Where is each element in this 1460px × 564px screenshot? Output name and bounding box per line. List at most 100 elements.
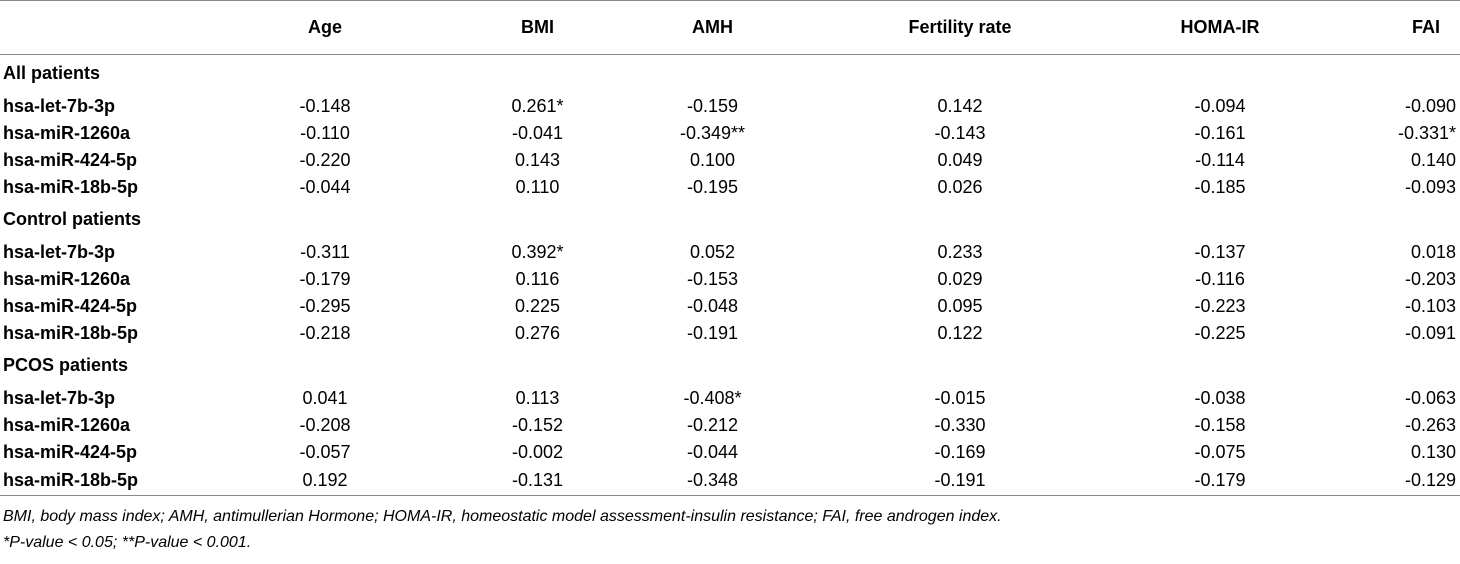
correlation-value: 0.225 bbox=[514, 295, 561, 316]
correlation-value: -0.090 bbox=[1404, 95, 1456, 116]
correlation-value: -0.041 bbox=[511, 122, 564, 143]
correlation-value: -0.159 bbox=[686, 95, 739, 116]
header-cell-age: Age bbox=[200, 0, 450, 55]
correlation-value: 0.143 bbox=[514, 149, 561, 170]
correlation-value: 0.122 bbox=[937, 322, 983, 343]
correlation-value: 0.192 bbox=[200, 465, 450, 496]
mirna-name: hsa-miR-424-5p bbox=[3, 149, 138, 170]
header-row: Age BMI AMH Fertility rate HOMA-IR FAI bbox=[0, 0, 1460, 55]
correlation-value: -0.129 bbox=[1320, 465, 1460, 496]
header-cell-bmi: BMI bbox=[450, 0, 625, 55]
abbreviation-note: BMI, body mass index; AMH, antimullerian… bbox=[3, 508, 1002, 525]
correlation-value: 0.041 bbox=[302, 387, 348, 408]
correlation-value: -0.161 bbox=[1194, 122, 1246, 143]
correlation-value: -0.044 bbox=[686, 441, 739, 462]
correlation-value: -0.015 bbox=[934, 387, 986, 408]
header-cell-fertility-rate: Fertility rate bbox=[800, 0, 1120, 55]
correlation-value: 0.116 bbox=[515, 268, 560, 289]
header-cell-amh: AMH bbox=[625, 0, 800, 55]
group-label: Control patients bbox=[3, 209, 141, 229]
mirna-name: hsa-miR-18b-5p bbox=[3, 322, 139, 343]
mirna-name: hsa-miR-424-5p bbox=[3, 441, 138, 462]
correlation-value: 0.130 bbox=[1410, 441, 1456, 462]
correlation-value: -0.153 bbox=[686, 268, 739, 289]
correlation-value: -0.114 bbox=[1195, 149, 1245, 170]
mirna-name: hsa-miR-424-5p bbox=[3, 295, 138, 316]
correlation-value: -0.093 bbox=[1404, 176, 1456, 197]
header-cell-fai: FAI bbox=[1320, 0, 1460, 55]
correlation-value: 0.261* bbox=[511, 95, 564, 116]
correlation-value: -0.048 bbox=[686, 295, 739, 316]
table-row: hsa-miR-424-5p -0.220 0.143 0.100 0.049 -0.11… bbox=[0, 147, 1460, 174]
table-row: hsa-miR-1260a -0.110 -0.041 -0.349** -0.143 -… bbox=[0, 120, 1460, 147]
group-header-row: PCOS patients bbox=[0, 347, 1460, 385]
correlation-value: -0.143 bbox=[934, 122, 986, 143]
correlation-value: -0.131 bbox=[450, 465, 625, 496]
correlation-value: -0.191 bbox=[800, 465, 1120, 496]
correlation-value: -0.075 bbox=[1194, 441, 1246, 462]
table-row: hsa-let-7b-3p -0.311 0.392* 0.052 0.233 -0.13… bbox=[0, 239, 1460, 266]
correlation-value: 0.140 bbox=[1410, 149, 1456, 170]
correlation-value: -0.094 bbox=[1194, 95, 1246, 116]
correlation-value: -0.263 bbox=[1404, 414, 1456, 435]
correlation-value: 0.052 bbox=[689, 241, 736, 262]
mirna-name: hsa-let-7b-3p bbox=[3, 241, 116, 262]
correlation-value: 0.276 bbox=[514, 322, 561, 343]
correlation-value: -0.179 bbox=[1120, 465, 1320, 496]
correlation-value: 0.026 bbox=[937, 176, 983, 197]
table-row: hsa-miR-18b-5p -0.044 0.110 -0.195 0.026 -0.1… bbox=[0, 174, 1460, 201]
group-label: PCOS patients bbox=[3, 355, 129, 375]
correlation-value: -0.218 bbox=[299, 322, 351, 343]
correlation-value: -0.110 bbox=[300, 122, 350, 143]
correlation-value: -0.191 bbox=[686, 322, 739, 343]
correlation-value: -0.116 bbox=[1195, 268, 1245, 289]
correlation-value: -0.220 bbox=[299, 149, 351, 170]
significance-note: *P-value < 0.05; **P-value < 0.001. bbox=[3, 534, 252, 551]
correlation-value: -0.295 bbox=[299, 295, 351, 316]
table-row: hsa-miR-18b-5p -0.218 0.276 -0.191 0.122 -0.2… bbox=[0, 320, 1460, 347]
correlation-value: -0.148 bbox=[299, 95, 351, 116]
correlation-value: -0.223 bbox=[1194, 295, 1246, 316]
correlation-value: -0.331* bbox=[1397, 122, 1456, 143]
group-label: All patients bbox=[3, 63, 101, 84]
table-footnotes: BMI, body mass index; AMH, antimullerian… bbox=[0, 504, 1460, 556]
correlation-value: 0.113 bbox=[515, 387, 560, 408]
correlation-value: -0.002 bbox=[511, 441, 564, 462]
table-row: hsa-let-7b-3p 0.041 0.113 -0.408* -0.015 -0.0… bbox=[0, 385, 1460, 412]
correlation-value: -0.203 bbox=[1404, 268, 1456, 289]
correlation-value: -0.038 bbox=[1194, 387, 1246, 408]
header-cell-row-label bbox=[0, 0, 200, 55]
correlation-value: -0.212 bbox=[686, 414, 739, 435]
correlation-value: 0.018 bbox=[1410, 241, 1456, 262]
mirna-name: hsa-miR-1260a bbox=[3, 122, 131, 143]
correlation-value: -0.311 bbox=[300, 241, 350, 262]
table-row: hsa-miR-18b-5p 0.192 -0.131 -0.348 -0.191 -0.… bbox=[0, 465, 1460, 496]
correlation-value: -0.158 bbox=[1194, 414, 1246, 435]
correlation-value: -0.348 bbox=[625, 465, 800, 496]
correlation-value: 0.110 bbox=[515, 176, 560, 197]
table-body: All patients hsa-let-7b-3p -0.148 0.261* -0.… bbox=[0, 55, 1460, 496]
group-header-row: All patients bbox=[0, 55, 1460, 93]
correlation-value: 0.392* bbox=[511, 241, 564, 262]
correlation-value: -0.195 bbox=[686, 176, 739, 197]
table-row: hsa-miR-1260a -0.208 -0.152 -0.212 -0.330 -0.… bbox=[0, 412, 1460, 439]
correlation-value: -0.057 bbox=[299, 441, 351, 462]
correlation-value: -0.152 bbox=[511, 414, 564, 435]
correlation-value: -0.349** bbox=[679, 122, 746, 143]
table-row: hsa-miR-1260a -0.179 0.116 -0.153 0.029 -0.11… bbox=[0, 266, 1460, 293]
correlation-value: -0.179 bbox=[299, 268, 351, 289]
correlation-value: -0.091 bbox=[1404, 322, 1456, 343]
table-row: hsa-let-7b-3p -0.148 0.261* -0.159 0.142 -0.0… bbox=[0, 93, 1460, 120]
correlation-value: 0.029 bbox=[937, 268, 983, 289]
correlation-value: 0.095 bbox=[937, 295, 983, 316]
correlation-table: Age BMI AMH Fertility rate HOMA-IR FAI All pa… bbox=[0, 0, 1460, 496]
mirna-name: hsa-miR-1260a bbox=[3, 268, 131, 289]
mirna-name: hsa-miR-18b-5p bbox=[0, 465, 200, 496]
correlation-value: 0.049 bbox=[937, 149, 983, 170]
header-cell-homa-ir: HOMA-IR bbox=[1120, 0, 1320, 55]
group-header-row: Control patients bbox=[0, 201, 1460, 239]
correlation-value: -0.169 bbox=[934, 441, 986, 462]
correlation-value: -0.063 bbox=[1404, 387, 1456, 408]
correlation-value: 0.100 bbox=[689, 149, 736, 170]
